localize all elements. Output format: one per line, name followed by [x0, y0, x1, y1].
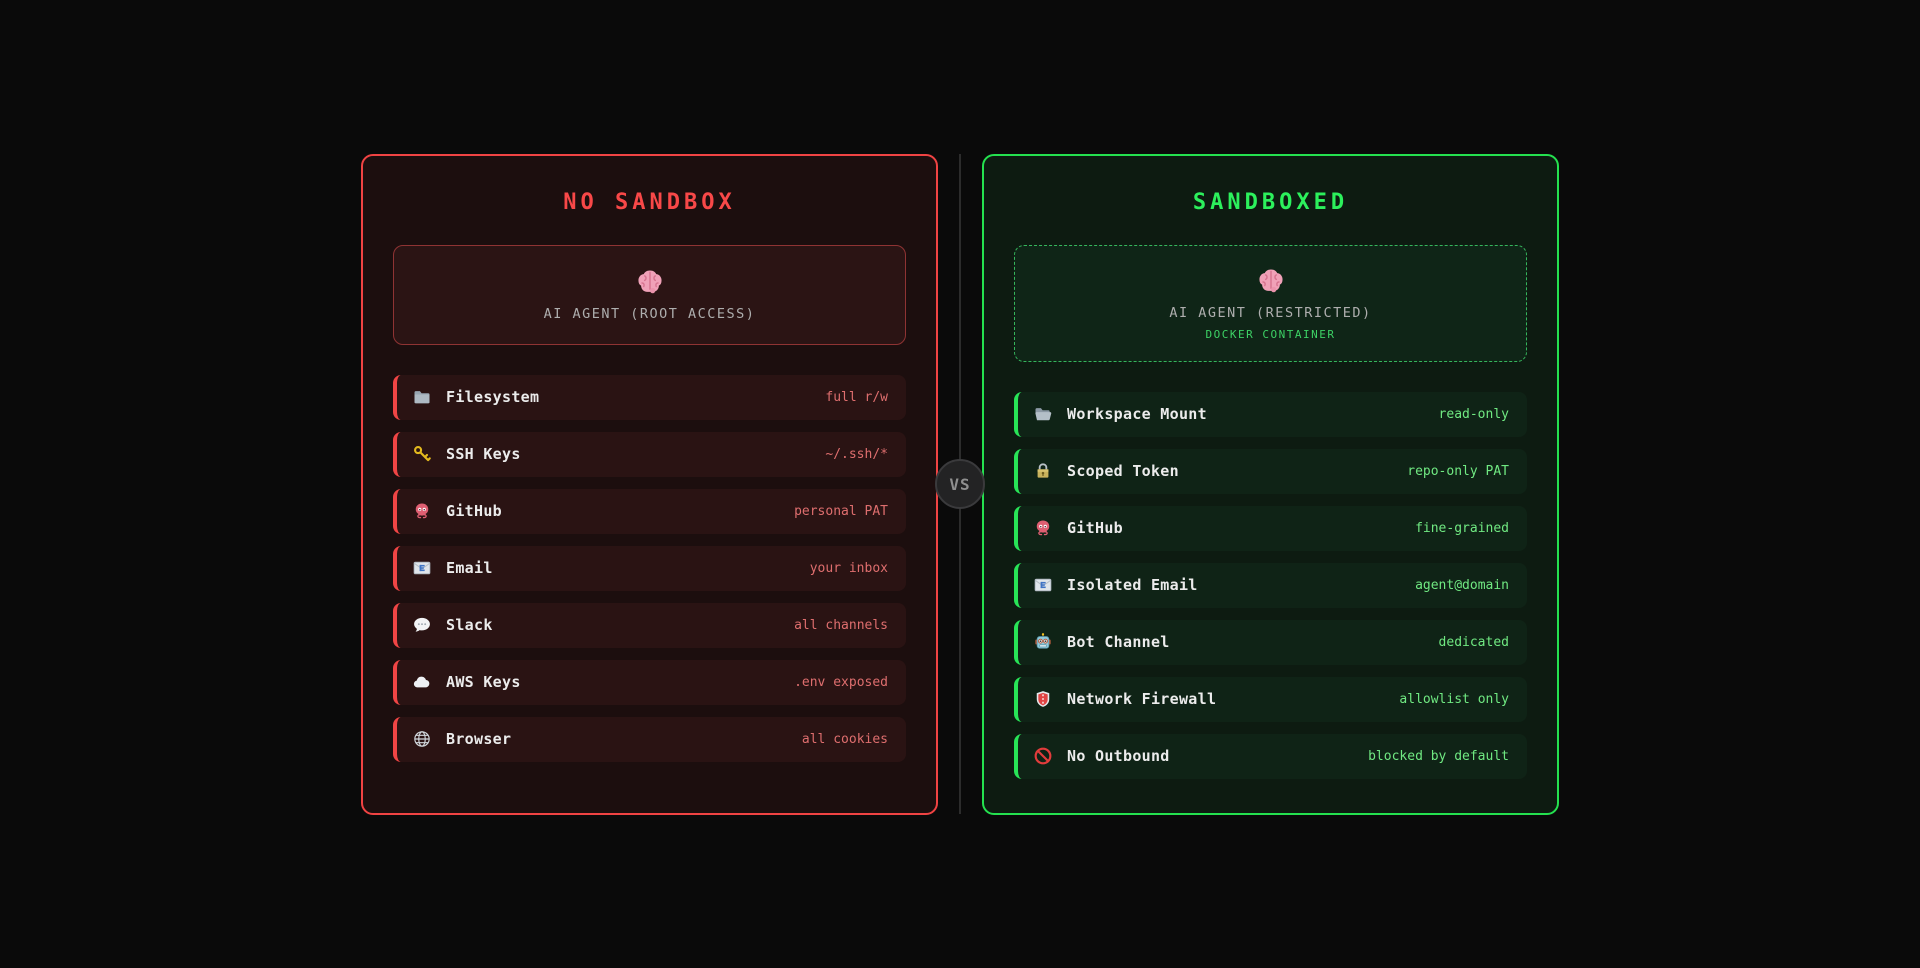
brain-icon [1255, 266, 1287, 298]
item-label: Email [446, 559, 493, 577]
agent-box-root-access: AI AGENT (ROOT ACCESS) [393, 244, 906, 345]
no-sandbox-title: NO SANDBOX [563, 189, 736, 215]
item-label: Isolated Email [1067, 576, 1198, 594]
list-item-aws-keys: AWS Keys .env exposed [393, 659, 906, 705]
list-item-scoped-token: Scoped Token repo-only PAT [1014, 448, 1527, 494]
email-icon [1033, 575, 1053, 595]
item-value: dedicated [1438, 634, 1509, 650]
list-item-filesystem: Filesystem full r/w [393, 374, 906, 420]
robot-icon [1033, 632, 1053, 652]
item-label: SSH Keys [446, 445, 521, 463]
key-icon [412, 444, 432, 464]
agent-label: AI AGENT (ROOT ACCESS) [543, 306, 756, 322]
list-item-github: GitHub fine-grained [1014, 505, 1527, 551]
list-item-github: GitHub personal PAT [393, 488, 906, 534]
item-label: GitHub [446, 502, 502, 520]
sandboxed-title: SANDBOXED [1192, 189, 1349, 215]
item-value: full r/w [825, 389, 888, 405]
item-value: agent@domain [1415, 577, 1509, 593]
octopus-icon [412, 501, 432, 521]
list-item-slack: Slack all channels [393, 602, 906, 648]
speech-balloon-icon [412, 615, 432, 635]
item-label: Bot Channel [1067, 633, 1170, 651]
globe-icon [412, 729, 432, 749]
list-item-network-firewall: Network Firewall allowlist only [1014, 676, 1527, 722]
item-value: blocked by default [1368, 748, 1509, 764]
list-item-workspace-mount: Workspace Mount read-only [1014, 391, 1527, 437]
item-value: personal PAT [794, 503, 888, 519]
folder-icon [412, 387, 432, 407]
shield-icon [1033, 689, 1053, 709]
no-entry-icon [1033, 746, 1053, 766]
sandboxed-panel: SANDBOXED AI AGENT (RESTRICTED) DOCKER C… [982, 153, 1559, 815]
item-label: Network Firewall [1067, 690, 1217, 708]
octopus-icon [1033, 518, 1053, 538]
item-value: your inbox [809, 560, 888, 576]
agent-sublabel: DOCKER CONTAINER [1205, 327, 1336, 341]
item-label: No Outbound [1067, 747, 1170, 765]
item-value: allowlist only [1399, 691, 1509, 707]
list-item-isolated-email: Isolated Email agent@domain [1014, 562, 1527, 608]
open-folder-icon [1033, 404, 1053, 424]
list-item-ssh-keys: SSH Keys ~/.ssh/* [393, 431, 906, 477]
item-value: .env exposed [794, 674, 888, 690]
lock-icon [1033, 461, 1053, 481]
agent-box-restricted: AI AGENT (RESTRICTED) DOCKER CONTAINER [1014, 244, 1527, 362]
list-item-bot-channel: Bot Channel dedicated [1014, 619, 1527, 665]
brain-icon [634, 267, 666, 299]
email-icon [412, 558, 432, 578]
list-item-email: Email your inbox [393, 545, 906, 591]
agent-label: AI AGENT (RESTRICTED) [1169, 304, 1372, 321]
item-value: repo-only PAT [1407, 463, 1509, 479]
vs-badge: VS [935, 459, 985, 509]
item-label: Browser [446, 730, 512, 748]
item-label: Scoped Token [1067, 462, 1179, 480]
item-label: Slack [446, 616, 493, 634]
no-sandbox-list: Filesystem full r/w SSH Keys ~/.ssh/* Gi… [393, 374, 906, 762]
no-sandbox-panel: NO SANDBOX AI AGENT (ROOT ACCESS) Filesy… [361, 153, 938, 815]
list-item-browser: Browser all cookies [393, 716, 906, 762]
list-item-no-outbound: No Outbound blocked by default [1014, 733, 1527, 779]
item-value: all cookies [801, 731, 888, 747]
item-value: all channels [794, 617, 888, 633]
item-label: Workspace Mount [1067, 405, 1207, 423]
cloud-icon [412, 672, 432, 692]
item-label: GitHub [1067, 519, 1123, 537]
item-value: fine-grained [1415, 520, 1509, 536]
item-value: read-only [1438, 406, 1509, 422]
item-label: Filesystem [446, 388, 540, 406]
sandboxed-list: Workspace Mount read-only Scoped Token r… [1014, 391, 1527, 779]
item-value: ~/.ssh/* [825, 446, 888, 462]
item-label: AWS Keys [446, 673, 521, 691]
